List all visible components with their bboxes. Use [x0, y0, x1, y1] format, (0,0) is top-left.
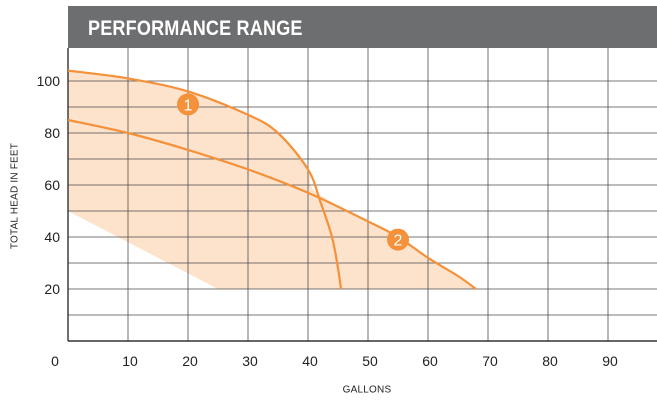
y-tick-40: 40 — [44, 229, 60, 245]
shaded-performance-area — [68, 70, 476, 289]
chart-title: PERFORMANCE RANGE — [88, 17, 303, 40]
x-tick-30: 30 — [242, 353, 258, 369]
y-tick-80: 80 — [44, 125, 60, 141]
series-1-curve — [67, 69, 343, 290]
marker-2-label: 2 — [394, 233, 403, 250]
x-tick-90: 90 — [602, 353, 618, 369]
marker-2: 2 — [387, 228, 409, 251]
shaded-range-layer — [68, 70, 476, 289]
series-2-curve — [67, 118, 477, 290]
y-tick-100: 100 — [37, 73, 61, 89]
x-tick-0: 0 — [51, 353, 59, 369]
y-tick-20: 20 — [44, 281, 60, 297]
marker-1: 1 — [177, 93, 199, 116]
y-tick-60: 60 — [44, 177, 60, 193]
x-axis-label: GALLONS — [342, 384, 392, 396]
curve-layer — [67, 69, 477, 290]
x-tick-40: 40 — [302, 353, 318, 369]
marker-1-badge — [177, 93, 199, 116]
chart-title-bar: PERFORMANCE RANGE — [68, 6, 657, 48]
marker-layer: 12 — [177, 93, 409, 251]
marker-2-badge — [387, 228, 409, 251]
grid-layer — [67, 48, 657, 342]
x-tick-60: 60 — [422, 353, 438, 369]
x-tick-20: 20 — [182, 353, 198, 369]
x-tick-10: 10 — [122, 353, 138, 369]
tick-layer: 20 40 60 80 100 0 10 20 30 40 50 60 70 80 90 — [37, 73, 618, 369]
x-tick-50: 50 — [362, 353, 378, 369]
x-tick-70: 70 — [482, 353, 498, 369]
y-axis-label: TOTAL HEAD IN FEET — [9, 142, 21, 250]
marker-1-label: 1 — [184, 97, 193, 114]
x-tick-80: 80 — [542, 353, 558, 369]
